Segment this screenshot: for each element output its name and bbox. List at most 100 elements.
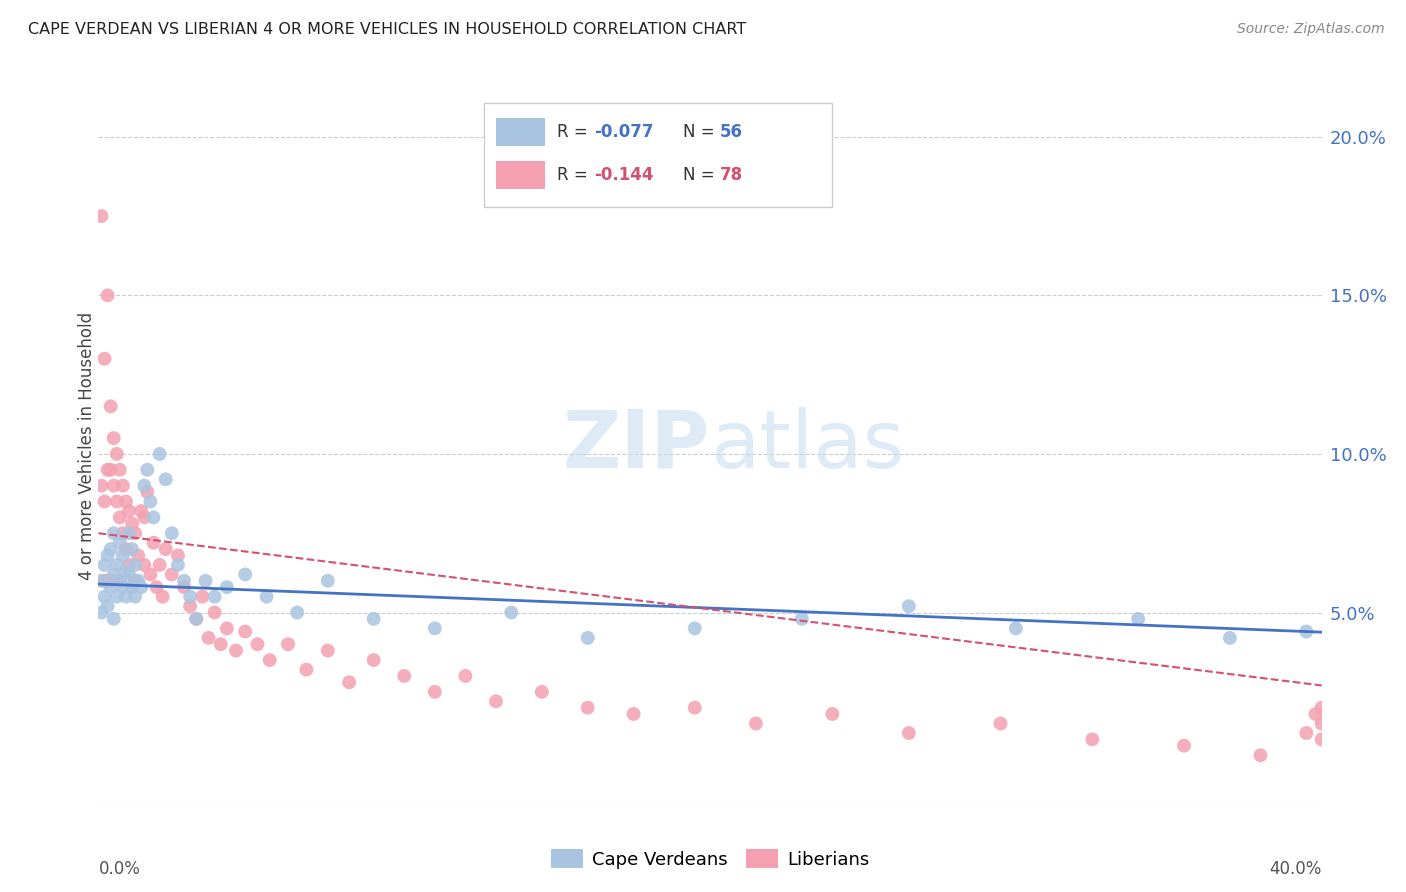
Point (108, 463, 131, 477)
Point (118, 567, 141, 582)
Point (93, 574, 115, 588)
Point (316, 643, 339, 657)
Point (1310, 700, 1333, 714)
Point (93, 351, 115, 366)
Point (103, 612, 125, 626)
Text: -0.144: -0.144 (593, 166, 654, 184)
Point (897, 599, 920, 614)
Text: N =: N = (683, 166, 720, 184)
Point (103, 574, 125, 588)
Point (623, 706, 645, 721)
Point (103, 526, 125, 541)
Point (215, 621, 238, 635)
Point (1173, 739, 1195, 753)
Point (576, 631, 599, 645)
Point (129, 504, 152, 518)
Point (530, 685, 553, 699)
Point (1295, 726, 1317, 740)
Point (111, 526, 134, 541)
Point (423, 685, 446, 699)
Point (160, 567, 183, 582)
Point (142, 535, 165, 549)
Point (139, 494, 162, 508)
Point (97, 574, 120, 588)
Point (115, 542, 138, 557)
Point (149, 558, 172, 572)
Text: N =: N = (683, 123, 720, 141)
Point (100, 580, 122, 594)
Point (259, 653, 281, 667)
Text: ZIP: ZIP (562, 407, 710, 485)
Point (139, 567, 162, 582)
Point (100, 542, 122, 557)
Point (233, 567, 256, 582)
Point (115, 564, 138, 578)
Point (363, 612, 385, 626)
Point (129, 580, 152, 594)
Point (115, 590, 138, 604)
Y-axis label: 4 or more Vehicles in Household: 4 or more Vehicles in Household (79, 312, 96, 580)
Point (124, 574, 146, 588)
Point (111, 580, 134, 594)
Point (121, 516, 143, 531)
Point (108, 574, 131, 588)
Text: 78: 78 (720, 166, 742, 184)
Point (167, 558, 190, 572)
Point (1295, 624, 1317, 639)
Text: CAPE VERDEAN VS LIBERIAN 4 OR MORE VEHICLES IN HOUSEHOLD CORRELATION CHART: CAPE VERDEAN VS LIBERIAN 4 OR MORE VEHIC… (28, 22, 747, 37)
Point (179, 590, 201, 604)
Point (246, 637, 269, 651)
Point (121, 580, 143, 594)
Point (100, 400, 122, 414)
Point (790, 612, 813, 626)
Text: R =: R = (557, 166, 593, 184)
Point (683, 700, 706, 714)
Point (93, 494, 115, 508)
Point (118, 504, 141, 518)
Point (93, 590, 115, 604)
Point (215, 580, 238, 594)
Text: R =: R = (557, 123, 593, 141)
Point (1081, 732, 1104, 747)
Point (186, 612, 208, 626)
Point (197, 631, 219, 645)
Point (576, 700, 599, 714)
Point (103, 431, 125, 445)
Legend: Cape Verdeans, Liberians: Cape Verdeans, Liberians (543, 842, 877, 876)
Point (90, 209, 112, 223)
Point (167, 549, 190, 563)
Point (134, 558, 156, 572)
Point (93, 558, 115, 572)
Point (136, 463, 159, 477)
Point (186, 612, 208, 626)
Point (108, 535, 131, 549)
Point (194, 574, 217, 588)
Point (124, 526, 146, 541)
Point (134, 478, 156, 492)
Point (90, 606, 112, 620)
Point (134, 510, 156, 524)
Point (124, 558, 146, 572)
Text: atlas: atlas (710, 407, 904, 485)
Point (897, 726, 920, 740)
Point (115, 494, 138, 508)
Point (149, 447, 172, 461)
Point (821, 706, 844, 721)
Point (295, 663, 318, 677)
Point (155, 542, 177, 557)
Point (173, 574, 195, 588)
Point (136, 485, 159, 500)
Point (191, 590, 214, 604)
Point (145, 580, 167, 594)
Point (1219, 631, 1241, 645)
Point (103, 478, 125, 492)
Point (127, 574, 149, 588)
Point (392, 669, 416, 683)
Point (256, 590, 278, 604)
Point (97, 288, 120, 302)
Point (118, 526, 141, 541)
Point (90, 478, 112, 492)
Point (285, 606, 308, 620)
Text: 40.0%: 40.0% (1270, 860, 1322, 878)
Point (108, 510, 131, 524)
